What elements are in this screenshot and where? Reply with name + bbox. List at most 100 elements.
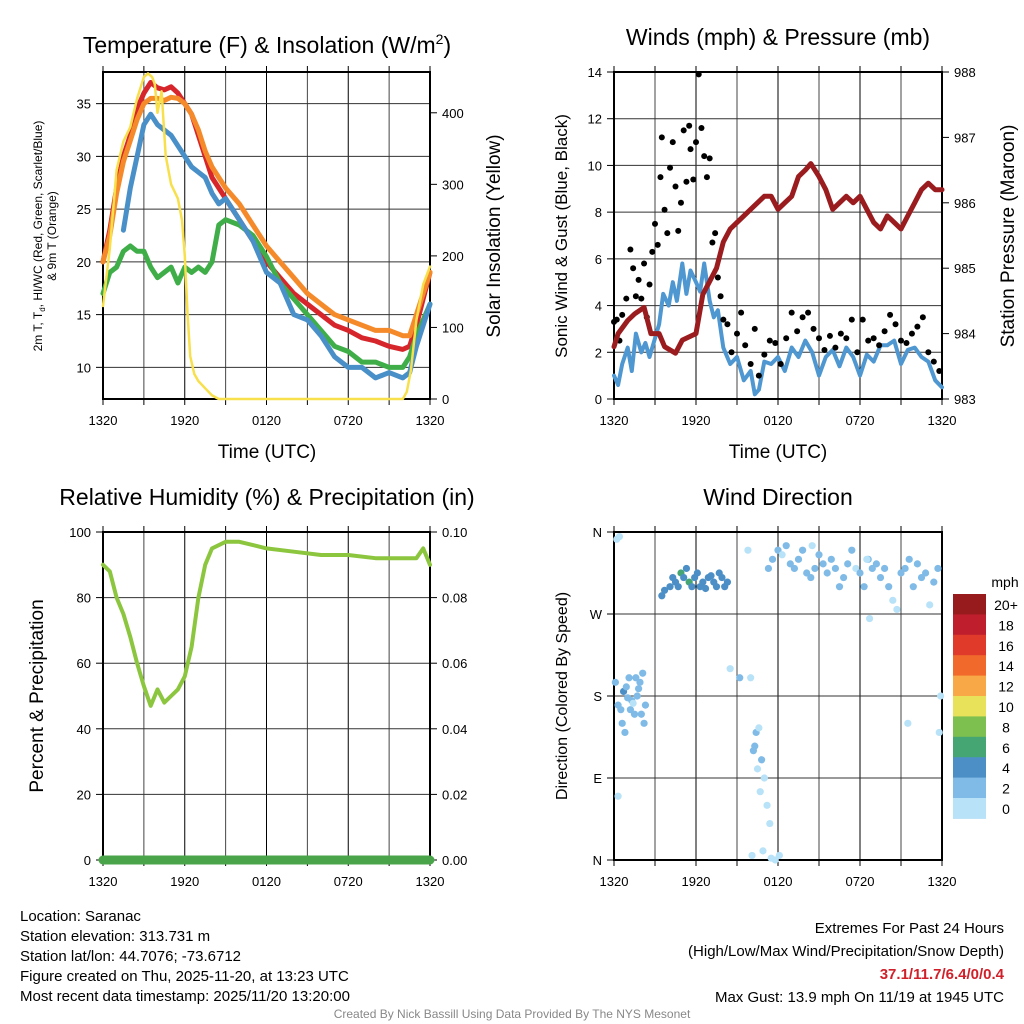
y-tick-label-right: 0.06 [442, 656, 467, 671]
wind-direction-point [635, 685, 643, 693]
gust-point [772, 339, 779, 346]
y-tick-label: W [590, 607, 603, 622]
y-tick-label: 6 [595, 252, 602, 267]
y-tick-label: N [593, 853, 602, 868]
wind-direction-point [747, 674, 755, 682]
wind-direction-point [718, 573, 726, 582]
wind-direction-point [615, 532, 624, 541]
wind-direction-point [748, 851, 756, 860]
solar-insolation-line [101, 72, 432, 401]
wind-direction-point [937, 692, 945, 700]
gust-point [687, 146, 694, 153]
gust-point [654, 241, 661, 248]
elevation-text: Station elevation: 313.731 m [20, 928, 211, 945]
y-tick-label: 12 [588, 112, 602, 127]
gust-point [777, 360, 784, 367]
wind-direction-point [759, 847, 767, 855]
gust-point [720, 316, 727, 323]
wind-direction-point [617, 706, 625, 714]
gust-point [664, 230, 671, 237]
y-tick-label-right: 987 [954, 130, 976, 145]
legend-label: 10 [998, 699, 1014, 715]
wind-direction-point [755, 724, 763, 732]
x-tick-label: 1320 [416, 874, 445, 889]
gust-point [672, 183, 679, 190]
x-tick-label: 1320 [89, 874, 118, 889]
y-tick-label-right: 100 [442, 320, 464, 335]
wind-direction-point [913, 560, 922, 568]
legend-swatch [953, 798, 986, 819]
gust-point [724, 321, 731, 328]
wind-direction-point [723, 578, 732, 586]
wind-direction-point [751, 742, 759, 750]
x-tick-label: 1320 [600, 413, 629, 428]
y-tick-label-right: 0.00 [442, 853, 467, 868]
gust-point [709, 239, 716, 246]
rh-y-label: Percent & Precipitation [27, 599, 48, 792]
wind-direction-point [819, 560, 827, 568]
y-tick-label-right: 400 [442, 106, 464, 121]
x-tick-label: 1920 [682, 874, 711, 889]
wind-direction-point [639, 669, 647, 677]
x-tick-label: 1320 [928, 874, 957, 889]
y-tick-label: S [593, 689, 602, 704]
gust-point [903, 339, 910, 346]
y-tick-label-right: 983 [954, 392, 976, 407]
legend-swatch [953, 675, 986, 697]
gust-point [783, 335, 790, 342]
gust-point [887, 311, 894, 318]
x-tick-label: 0120 [764, 413, 793, 428]
gust-point [794, 328, 801, 335]
y-tick-label: 60 [77, 656, 91, 671]
wind-direction-point [782, 542, 790, 550]
y-tick-label-right: 988 [954, 65, 976, 80]
legend-label: 8 [1002, 719, 1010, 735]
wind-direction-point [872, 560, 881, 568]
gust-point [667, 164, 674, 171]
gust-point [848, 316, 855, 323]
wind-direction-point [775, 851, 783, 860]
legend-label: 4 [1002, 760, 1010, 776]
y-tick-label: 15 [77, 308, 91, 323]
heat-index-windchill-line [120, 111, 433, 381]
x-tick-label: 1320 [928, 413, 957, 428]
created-text: Figure created on Thu, 2025-11-20, at 13… [20, 968, 349, 985]
wind-direction-point [808, 542, 816, 550]
y-tick-label-right: 984 [954, 327, 976, 342]
gust-point [623, 295, 630, 302]
air-temp-line [100, 80, 433, 352]
legend-swatch [953, 736, 986, 758]
wind-direction-point [807, 573, 815, 582]
wind-direction-point [641, 701, 650, 709]
legend-title: mph [991, 574, 1018, 590]
gust-point [646, 281, 653, 288]
wind-direction-point [885, 583, 893, 591]
station-pressure-line [611, 161, 945, 356]
y-tick-label-right: 200 [442, 249, 464, 264]
station-info: Location: Saranac Station elevation: 313… [20, 907, 350, 1007]
wind-direction-point [682, 564, 691, 573]
wind-direction-point [778, 551, 786, 559]
gust-point [717, 293, 724, 300]
wind-direction-point [726, 665, 734, 673]
gust-point [675, 227, 682, 234]
x-tick-label: 1920 [170, 874, 199, 889]
gust-point [706, 155, 713, 162]
legend-label: 6 [1002, 740, 1010, 756]
legend-label: 14 [998, 658, 1014, 674]
wind-y-label-right: Station Pressure (Maroon) [998, 125, 1019, 348]
y-tick-label: 40 [77, 722, 91, 737]
wind-direction-point [756, 788, 764, 796]
gust-point [635, 276, 642, 283]
wind-direction-point [799, 546, 807, 554]
y-tick-label: E [593, 771, 602, 786]
gust-point [690, 176, 697, 183]
gust-point [870, 335, 877, 342]
wind-direction-point [768, 555, 777, 563]
gust-point [714, 274, 721, 281]
gust-point [788, 309, 795, 316]
gust-point [881, 328, 888, 335]
x-tick-label: 0720 [334, 874, 363, 889]
x-tick-label: 0120 [764, 874, 793, 889]
